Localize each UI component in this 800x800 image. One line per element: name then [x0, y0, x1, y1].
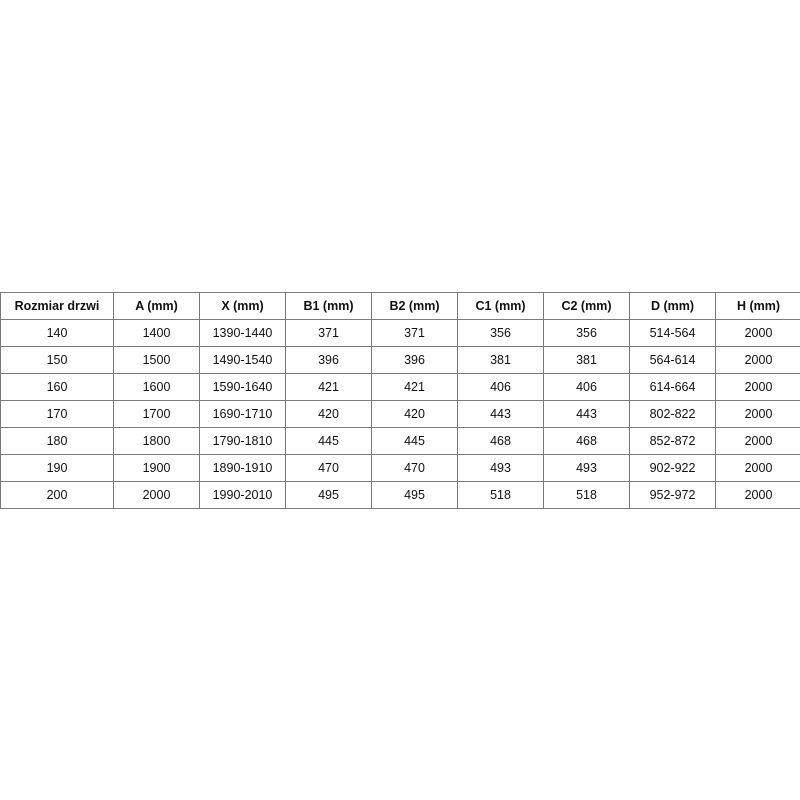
- table-cell: 420: [371, 400, 458, 428]
- table-cell: 445: [285, 427, 372, 455]
- column-header: A (mm): [113, 292, 200, 320]
- table-cell: 2000: [715, 319, 800, 347]
- table-cell: 381: [543, 346, 630, 374]
- table-cell: 1800: [113, 427, 200, 455]
- header-row: Rozmiar drzwi A (mm) X (mm) B1 (mm) B2 (mm) C…: [0, 292, 800, 320]
- table-cell: 1600: [113, 373, 200, 401]
- column-header: B2 (mm): [371, 292, 458, 320]
- table-cell: 1490-1540: [199, 346, 286, 374]
- table-cell: 495: [371, 481, 458, 509]
- table-cell: 2000: [715, 400, 800, 428]
- table-cell: 518: [457, 481, 544, 509]
- table-cell: 170: [0, 400, 114, 428]
- table-cell: 371: [371, 319, 458, 347]
- table-cell: 852-872: [629, 427, 716, 455]
- table-cell: 1500: [113, 346, 200, 374]
- table-cell: 371: [285, 319, 372, 347]
- column-header: C2 (mm): [543, 292, 630, 320]
- dimensions-table: Rozmiar drzwi A (mm) X (mm) B1 (mm) B2 (mm) C…: [0, 292, 800, 509]
- table-cell: 1690-1710: [199, 400, 286, 428]
- table-cell: 493: [543, 454, 630, 482]
- table-row: 160 1600 1590-1640 421 421 406 406 614-664 2000: [0, 373, 800, 401]
- table-cell: 802-822: [629, 400, 716, 428]
- table-cell: 160: [0, 373, 114, 401]
- table-cell: 952-972: [629, 481, 716, 509]
- table-cell: 190: [0, 454, 114, 482]
- table-cell: 1700: [113, 400, 200, 428]
- column-header: B1 (mm): [285, 292, 372, 320]
- table-cell: 381: [457, 346, 544, 374]
- table-cell: 1990-2010: [199, 481, 286, 509]
- table-cell: 468: [457, 427, 544, 455]
- table-cell: 406: [543, 373, 630, 401]
- table-cell: 356: [543, 319, 630, 347]
- table-cell: 2000: [715, 454, 800, 482]
- table-cell: 445: [371, 427, 458, 455]
- table-cell: 2000: [715, 373, 800, 401]
- table-cell: 406: [457, 373, 544, 401]
- column-header: D (mm): [629, 292, 716, 320]
- table-cell: 180: [0, 427, 114, 455]
- table-cell: 1390-1440: [199, 319, 286, 347]
- table-cell: 902-922: [629, 454, 716, 482]
- table-cell: 2000: [715, 427, 800, 455]
- table-cell: 1790-1810: [199, 427, 286, 455]
- table-cell: 443: [543, 400, 630, 428]
- table-cell: 493: [457, 454, 544, 482]
- table-cell: 421: [285, 373, 372, 401]
- table-cell: 2000: [715, 481, 800, 509]
- table-cell: 2000: [113, 481, 200, 509]
- column-header: C1 (mm): [457, 292, 544, 320]
- table-cell: 396: [371, 346, 458, 374]
- column-header: X (mm): [199, 292, 286, 320]
- table-cell: 2000: [715, 346, 800, 374]
- table-cell: 1900: [113, 454, 200, 482]
- table-cell: 396: [285, 346, 372, 374]
- table-row: 140 1400 1390-1440 371 371 356 356 514-564 2000: [0, 319, 800, 347]
- table-cell: 614-664: [629, 373, 716, 401]
- table-cell: 421: [371, 373, 458, 401]
- table-cell: 495: [285, 481, 372, 509]
- table-row: 180 1800 1790-1810 445 445 468 468 852-872 2000: [0, 427, 800, 455]
- table-cell: 1400: [113, 319, 200, 347]
- table-row: 200 2000 1990-2010 495 495 518 518 952-972 2000: [0, 481, 800, 509]
- column-header: H (mm): [715, 292, 800, 320]
- table-cell: 356: [457, 319, 544, 347]
- table-cell: 1890-1910: [199, 454, 286, 482]
- table-cell: 443: [457, 400, 544, 428]
- column-header: Rozmiar drzwi: [0, 292, 114, 320]
- table-cell: 470: [371, 454, 458, 482]
- table-row: 150 1500 1490-1540 396 396 381 381 564-614 2000: [0, 346, 800, 374]
- table-cell: 564-614: [629, 346, 716, 374]
- table-cell: 200: [0, 481, 114, 509]
- table-cell: 140: [0, 319, 114, 347]
- table-cell: 420: [285, 400, 372, 428]
- table-cell: 518: [543, 481, 630, 509]
- table-cell: 1590-1640: [199, 373, 286, 401]
- table-row: 170 1700 1690-1710 420 420 443 443 802-822 2000: [0, 400, 800, 428]
- table-cell: 470: [285, 454, 372, 482]
- table-cell: 514-564: [629, 319, 716, 347]
- table-cell: 468: [543, 427, 630, 455]
- table-row: 190 1900 1890-1910 470 470 493 493 902-922 2000: [0, 454, 800, 482]
- table-cell: 150: [0, 346, 114, 374]
